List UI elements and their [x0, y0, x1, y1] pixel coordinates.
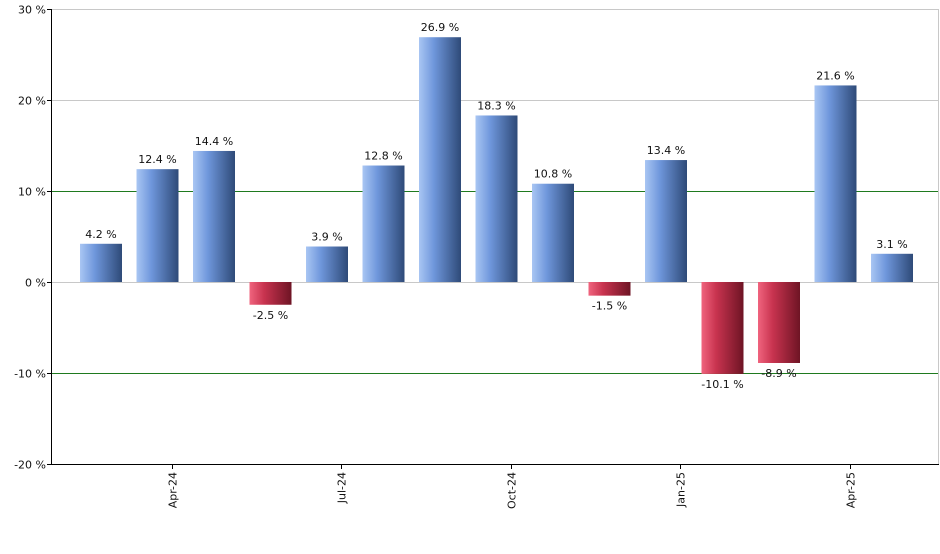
x-tick-label: Jan-25: [675, 472, 688, 508]
bars: [80, 37, 913, 374]
data-label: 26.9 %: [421, 21, 459, 34]
y-tick-label: 20 %: [18, 95, 46, 108]
data-label: 14.4 %: [195, 135, 233, 148]
bar: [814, 85, 857, 282]
grid-layer: [51, 9, 939, 464]
y-tick-label: -20 %: [14, 459, 46, 472]
x-tick-label: Oct-24: [506, 472, 519, 509]
x-tick-label: Apr-25: [845, 472, 858, 508]
bar: [80, 243, 122, 282]
bar: [362, 165, 405, 282]
data-label: -1.5 %: [592, 300, 627, 313]
y-tick-label: 10 %: [18, 186, 46, 199]
bar: [532, 183, 574, 282]
bar: [871, 253, 913, 282]
data-label: 3.9 %: [311, 231, 342, 244]
data-label: 12.8 %: [364, 150, 402, 163]
data-label: 13.4 %: [647, 144, 685, 157]
bar: [475, 115, 518, 282]
data-labels: 4.2 % 12.4 % 14.4 % -2.5 % 3.9 % 12.8 % 26.9 %…: [85, 21, 907, 391]
bar: [419, 37, 461, 283]
x-tick-label: Jul-24: [336, 472, 349, 504]
data-label: -8.9 %: [761, 367, 796, 380]
bar: [249, 282, 292, 305]
data-label: 4.2 %: [85, 228, 116, 241]
bar: [306, 246, 348, 282]
x-tick-label: Apr-24: [167, 472, 180, 508]
data-label: 21.6 %: [816, 69, 854, 82]
data-label: -2.5 %: [253, 309, 288, 322]
y-tick-label: -10 %: [14, 368, 46, 381]
data-label: 10.8 %: [534, 168, 572, 181]
y-tick-label: 0 %: [25, 277, 46, 290]
bar: [193, 150, 235, 282]
y-tick-label: 30 %: [18, 4, 46, 17]
bar: [645, 160, 687, 282]
data-label: 18.3 %: [477, 99, 515, 112]
bar: [588, 282, 631, 296]
data-label: -10.1 %: [701, 378, 743, 391]
bar: [758, 282, 800, 363]
bar: [136, 169, 179, 282]
axes: 30 % 20 % 10 % 0 % -10 % -20 % Apr-24 Jul-24 Oct…: [14, 4, 939, 509]
data-label: 3.1 %: [876, 238, 907, 251]
data-label: 12.4 %: [138, 153, 176, 166]
bar: [701, 282, 744, 374]
